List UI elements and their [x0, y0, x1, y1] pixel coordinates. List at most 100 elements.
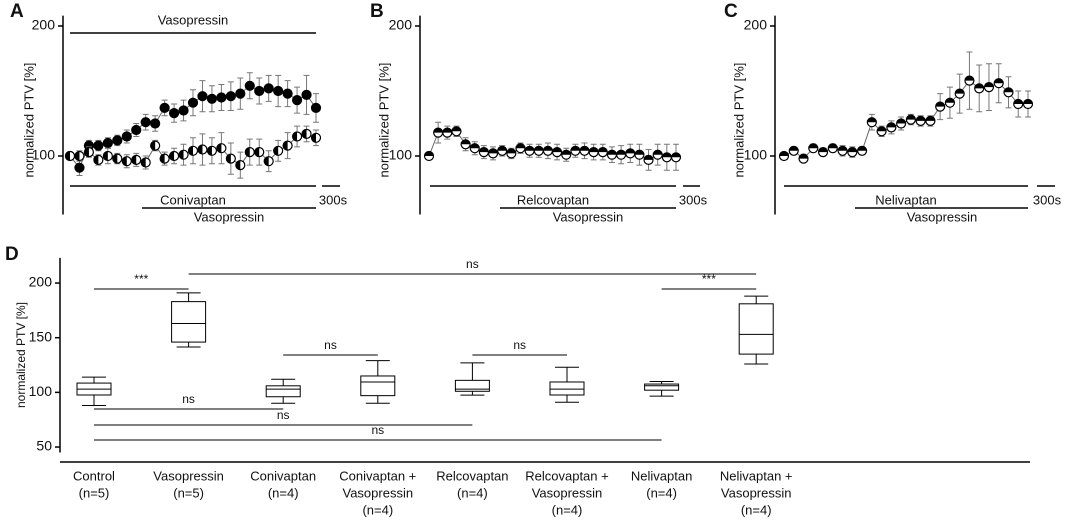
y-tick-label: 100	[389, 147, 413, 163]
marker-half	[451, 126, 461, 132]
marker-half	[131, 155, 137, 165]
marker-half	[625, 148, 635, 154]
marker-half	[534, 146, 544, 151]
x-tick-label: (n=5)	[79, 485, 110, 500]
marker	[102, 137, 113, 149]
marker-half	[515, 143, 525, 149]
box	[644, 383, 680, 391]
y-tick-label: 150	[29, 328, 53, 344]
marker-half	[671, 152, 681, 158]
marker-half	[561, 150, 571, 155]
marker-half	[644, 155, 654, 160]
marker	[74, 162, 85, 173]
marker	[225, 91, 236, 102]
marker-half	[906, 115, 916, 120]
marker-half	[838, 146, 848, 151]
marker	[216, 92, 227, 103]
marker-half	[789, 146, 799, 151]
marker-half	[461, 139, 471, 145]
marker-half	[254, 147, 260, 157]
marker-half	[479, 147, 489, 153]
y-axis-label: normalized PTV [%]	[731, 63, 746, 178]
annotation: Nelivaptan	[875, 192, 936, 207]
marker	[159, 102, 170, 114]
marker-half	[226, 154, 231, 164]
marker-half	[442, 128, 452, 133]
marker-half	[828, 143, 838, 149]
marker-half	[470, 143, 480, 149]
comparison-label: ns	[466, 257, 479, 271]
marker-half	[150, 141, 156, 151]
x-tick-label: (n=4)	[362, 502, 393, 517]
marker-half	[916, 116, 926, 121]
marker-half	[433, 128, 443, 133]
marker-half	[779, 151, 789, 156]
x-tick-label: (n=4)	[646, 485, 677, 500]
x-tick-label: (n=4)	[552, 502, 583, 517]
marker-half	[867, 117, 877, 123]
marker-half	[847, 147, 857, 153]
marker-half	[945, 98, 955, 103]
marker	[206, 93, 218, 104]
marker-half	[424, 151, 434, 156]
y-tick-label: 100	[32, 147, 56, 163]
marker	[150, 118, 161, 129]
annotation: Relcovaptan	[517, 192, 589, 207]
marker-half	[273, 146, 279, 156]
x-tick-label: Relcovaptan	[436, 468, 508, 483]
x-tick-label: Relcovaptan +	[525, 468, 608, 483]
marker-half	[955, 89, 965, 94]
comparison-label: ***	[134, 272, 148, 286]
y-tick-label: 100	[29, 383, 53, 399]
marker-half	[112, 154, 118, 164]
marker-half	[74, 151, 80, 161]
panel-label: D	[5, 244, 19, 265]
x-tick-label: (n=4)	[457, 485, 488, 500]
marker	[93, 140, 104, 151]
x-tick-label: Vasopressin	[153, 468, 224, 483]
comparison-label: ***	[702, 272, 716, 286]
annotation: Vasopressin	[907, 209, 978, 224]
y-tick-label: 200	[389, 17, 413, 33]
x-tick-label: (n=4)	[268, 485, 299, 500]
marker-half	[984, 82, 994, 88]
marker-half	[552, 147, 562, 153]
marker	[131, 124, 142, 136]
panel-label: B	[370, 1, 384, 22]
comparison-label: ns	[513, 338, 526, 352]
marker-half	[607, 150, 617, 155]
y-axis-label: normalized PTV [%]	[376, 63, 391, 178]
marker-half	[1023, 99, 1033, 104]
marker-half	[598, 147, 608, 153]
y-axis-label: normalized PTV [%]	[21, 63, 36, 178]
marker-half	[662, 152, 672, 158]
marker	[301, 89, 312, 101]
marker	[121, 131, 132, 142]
marker-half	[93, 155, 99, 165]
marker-half	[857, 146, 867, 151]
marker-half	[886, 122, 896, 128]
marker	[273, 85, 284, 97]
annotation: Conivaptan	[160, 192, 226, 207]
marker	[254, 85, 265, 97]
marker-half	[122, 156, 127, 166]
x-tick-label: Nelivaptan	[631, 468, 692, 483]
marker	[168, 107, 180, 119]
marker	[235, 88, 246, 99]
comparison-label: ns	[371, 423, 384, 437]
y-tick-label: 200	[29, 274, 53, 290]
marker-half	[896, 119, 906, 124]
box	[265, 385, 301, 398]
marker-half	[570, 146, 580, 151]
marker-half	[506, 148, 516, 154]
marker-half	[207, 146, 212, 156]
marker	[187, 97, 199, 108]
x-tick-label: (n=4)	[741, 502, 772, 517]
comparison-label: ns	[182, 392, 195, 406]
marker-half	[311, 133, 316, 143]
marker-half	[818, 147, 828, 153]
marker-half	[994, 78, 1004, 84]
marker-half	[264, 156, 269, 166]
